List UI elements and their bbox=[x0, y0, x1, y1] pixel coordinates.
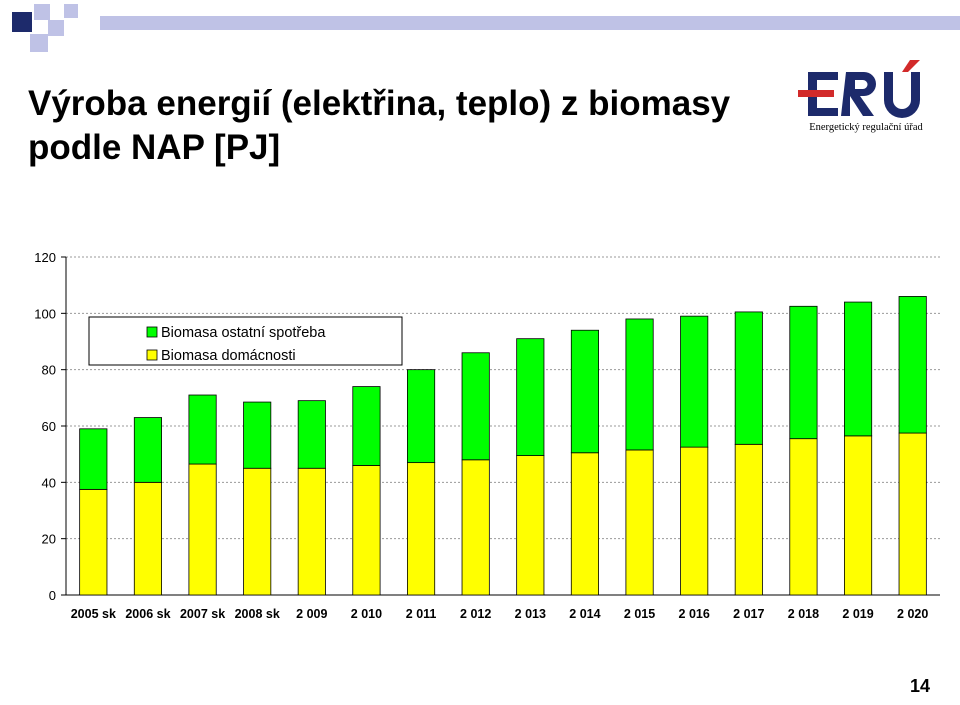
eru-logo: Energetický regulační úřad bbox=[796, 58, 936, 138]
bar-segment bbox=[352, 465, 381, 596]
y-tick-label: 20 bbox=[42, 532, 56, 547]
x-tick-label: 2 020 bbox=[897, 607, 928, 621]
x-tick-label: 2 009 bbox=[296, 607, 327, 621]
bar-segment bbox=[407, 369, 436, 464]
bar-segment bbox=[570, 452, 599, 596]
title-line-1: Výroba energií (elektřina, teplo) z biom… bbox=[28, 84, 731, 123]
x-tick-label: 2006 sk bbox=[125, 607, 170, 621]
x-tick-label: 2008 sk bbox=[235, 607, 280, 621]
x-tick-label: 2 013 bbox=[515, 607, 546, 621]
bar-segment bbox=[297, 400, 326, 469]
x-tick-label: 2 018 bbox=[788, 607, 819, 621]
bar-segment bbox=[625, 449, 654, 596]
bar-segment bbox=[243, 401, 272, 469]
bar-segment bbox=[844, 435, 873, 596]
decor-square-light bbox=[48, 20, 64, 36]
x-tick-label: 2 019 bbox=[842, 607, 873, 621]
logo-letter-e-top bbox=[808, 72, 838, 80]
bar-segment bbox=[352, 386, 381, 466]
decorative-header-line bbox=[100, 16, 960, 30]
bar-segment bbox=[243, 467, 272, 596]
bars bbox=[79, 296, 927, 596]
y-tick-label: 0 bbox=[49, 588, 56, 603]
decor-square-light bbox=[30, 34, 48, 52]
x-tick-label: 2005 sk bbox=[71, 607, 116, 621]
decor-square-light bbox=[34, 4, 50, 20]
bar-segment bbox=[625, 318, 654, 451]
bar-segment bbox=[188, 394, 217, 465]
legend-swatch bbox=[146, 349, 158, 361]
eru-logo-mark bbox=[798, 60, 920, 118]
y-tick-label: 120 bbox=[34, 250, 56, 265]
bar-segment bbox=[407, 462, 436, 596]
bar-segment bbox=[188, 463, 217, 596]
x-tick-label: 2 012 bbox=[460, 607, 491, 621]
x-tick-label: 2007 sk bbox=[180, 607, 225, 621]
bar-segment bbox=[516, 455, 545, 596]
y-tick-label: 80 bbox=[42, 363, 56, 378]
logo-acute-accent bbox=[902, 60, 920, 72]
decor-square-dark bbox=[12, 12, 32, 32]
bar-segment bbox=[570, 329, 599, 454]
logo-red-bar bbox=[798, 90, 834, 97]
x-tick-label: 2 014 bbox=[569, 607, 600, 621]
bar-segment bbox=[297, 467, 326, 596]
bar-segment bbox=[461, 459, 490, 596]
bar-segment bbox=[844, 301, 873, 437]
bar-segment bbox=[461, 352, 490, 461]
bar-segment bbox=[680, 315, 709, 448]
decorative-squares bbox=[12, 4, 78, 52]
axis-labels: 0 20 40 60 80 100 120 2005 sk 2006 sk 2007 sk 2008… bbox=[34, 250, 928, 621]
logo-letter-r bbox=[841, 72, 876, 116]
logo-letter-e-bottom bbox=[808, 108, 838, 116]
logo-letter-u bbox=[884, 72, 920, 118]
bar-segment bbox=[898, 296, 927, 434]
bar-segment bbox=[516, 338, 545, 456]
stacked-bar-chart: 0 20 40 60 80 100 120 2005 sk 2006 sk 2007 sk 2008… bbox=[34, 250, 940, 621]
x-tick-label: 2 017 bbox=[733, 607, 764, 621]
bar-segment bbox=[789, 438, 818, 596]
y-tick-label: 40 bbox=[42, 475, 56, 490]
bar-segment bbox=[789, 305, 818, 440]
x-tick-label: 2 016 bbox=[679, 607, 710, 621]
title-line-2: podle NAP [PJ] bbox=[28, 128, 281, 167]
legend-label: Biomasa ostatní spotřeba bbox=[161, 325, 326, 341]
bar-segment bbox=[133, 481, 162, 596]
bar-segment bbox=[79, 428, 108, 490]
legend: Biomasa ostatní spotřeba Biomasa domácnos… bbox=[88, 316, 403, 366]
bar-segment bbox=[898, 432, 927, 596]
legend-box bbox=[88, 316, 403, 366]
bar-segment bbox=[133, 417, 162, 483]
legend-swatch bbox=[146, 326, 158, 338]
page-number: 14 bbox=[909, 676, 930, 696]
x-tick-label: 2 015 bbox=[624, 607, 655, 621]
logo-subtitle: Energetický regulační úřad bbox=[809, 122, 923, 133]
x-tick-label: 2 011 bbox=[406, 607, 437, 621]
legend-label: Biomasa domácnosti bbox=[161, 348, 296, 364]
bar-segment bbox=[734, 443, 763, 596]
y-tick-label: 60 bbox=[42, 419, 56, 434]
y-tick-label: 100 bbox=[34, 306, 56, 321]
bar-segment bbox=[680, 446, 709, 596]
bar-segment bbox=[734, 311, 763, 445]
x-tick-label: 2 010 bbox=[351, 607, 382, 621]
bar-segment bbox=[79, 488, 108, 596]
page-title: Výroba energií (elektřina, teplo) z biom… bbox=[28, 82, 730, 170]
decor-square-light bbox=[64, 4, 78, 18]
